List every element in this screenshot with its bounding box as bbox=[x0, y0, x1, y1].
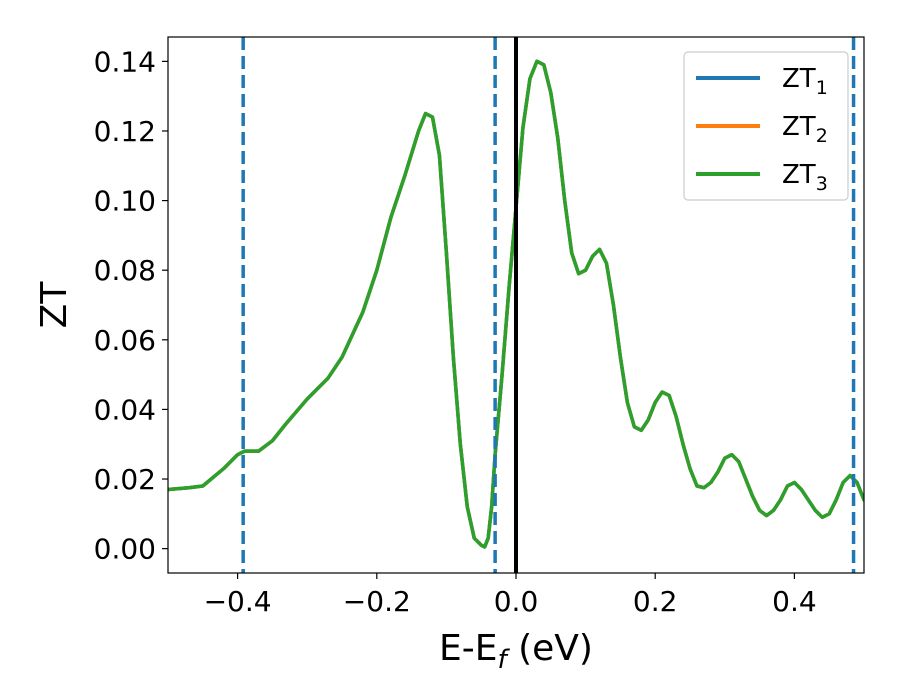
legend-label: ZT2 bbox=[782, 112, 828, 147]
legend-box bbox=[683, 51, 849, 201]
y-tick-label: 0.04 bbox=[94, 393, 156, 426]
y-tick-label: 0.14 bbox=[94, 45, 156, 78]
y-tick-label: 0.12 bbox=[94, 115, 156, 148]
y-tick-label: 0.06 bbox=[94, 324, 156, 357]
series-line-zt3 bbox=[168, 59, 864, 549]
plot-area bbox=[167, 36, 865, 574]
x-tick-label: 0.0 bbox=[494, 585, 539, 618]
x-tick-label: −0.2 bbox=[343, 585, 411, 618]
x-tick-label: −0.4 bbox=[204, 585, 272, 618]
x-tick-label: 0.2 bbox=[633, 585, 678, 618]
legend-label: ZT3 bbox=[782, 160, 828, 195]
y-tick-label: 0.00 bbox=[94, 533, 156, 566]
y-axis: 0.00 0.02 0.04 0.06 0.08 0.10 0.12 0.14 bbox=[94, 45, 168, 566]
y-axis-label: ZT bbox=[34, 281, 75, 329]
x-tick-label: 0.4 bbox=[772, 585, 817, 618]
x-axis: −0.4 −0.2 0.0 0.2 0.4 bbox=[204, 573, 817, 618]
y-tick-label: 0.10 bbox=[94, 185, 156, 218]
x-axis-label: E-Ef (eV) bbox=[439, 628, 593, 675]
y-tick-label: 0.08 bbox=[94, 254, 156, 287]
y-tick-label: 0.02 bbox=[94, 463, 156, 496]
legend-label: ZT1 bbox=[782, 64, 828, 99]
legend: ZT1 ZT2 ZT3 bbox=[683, 51, 849, 201]
